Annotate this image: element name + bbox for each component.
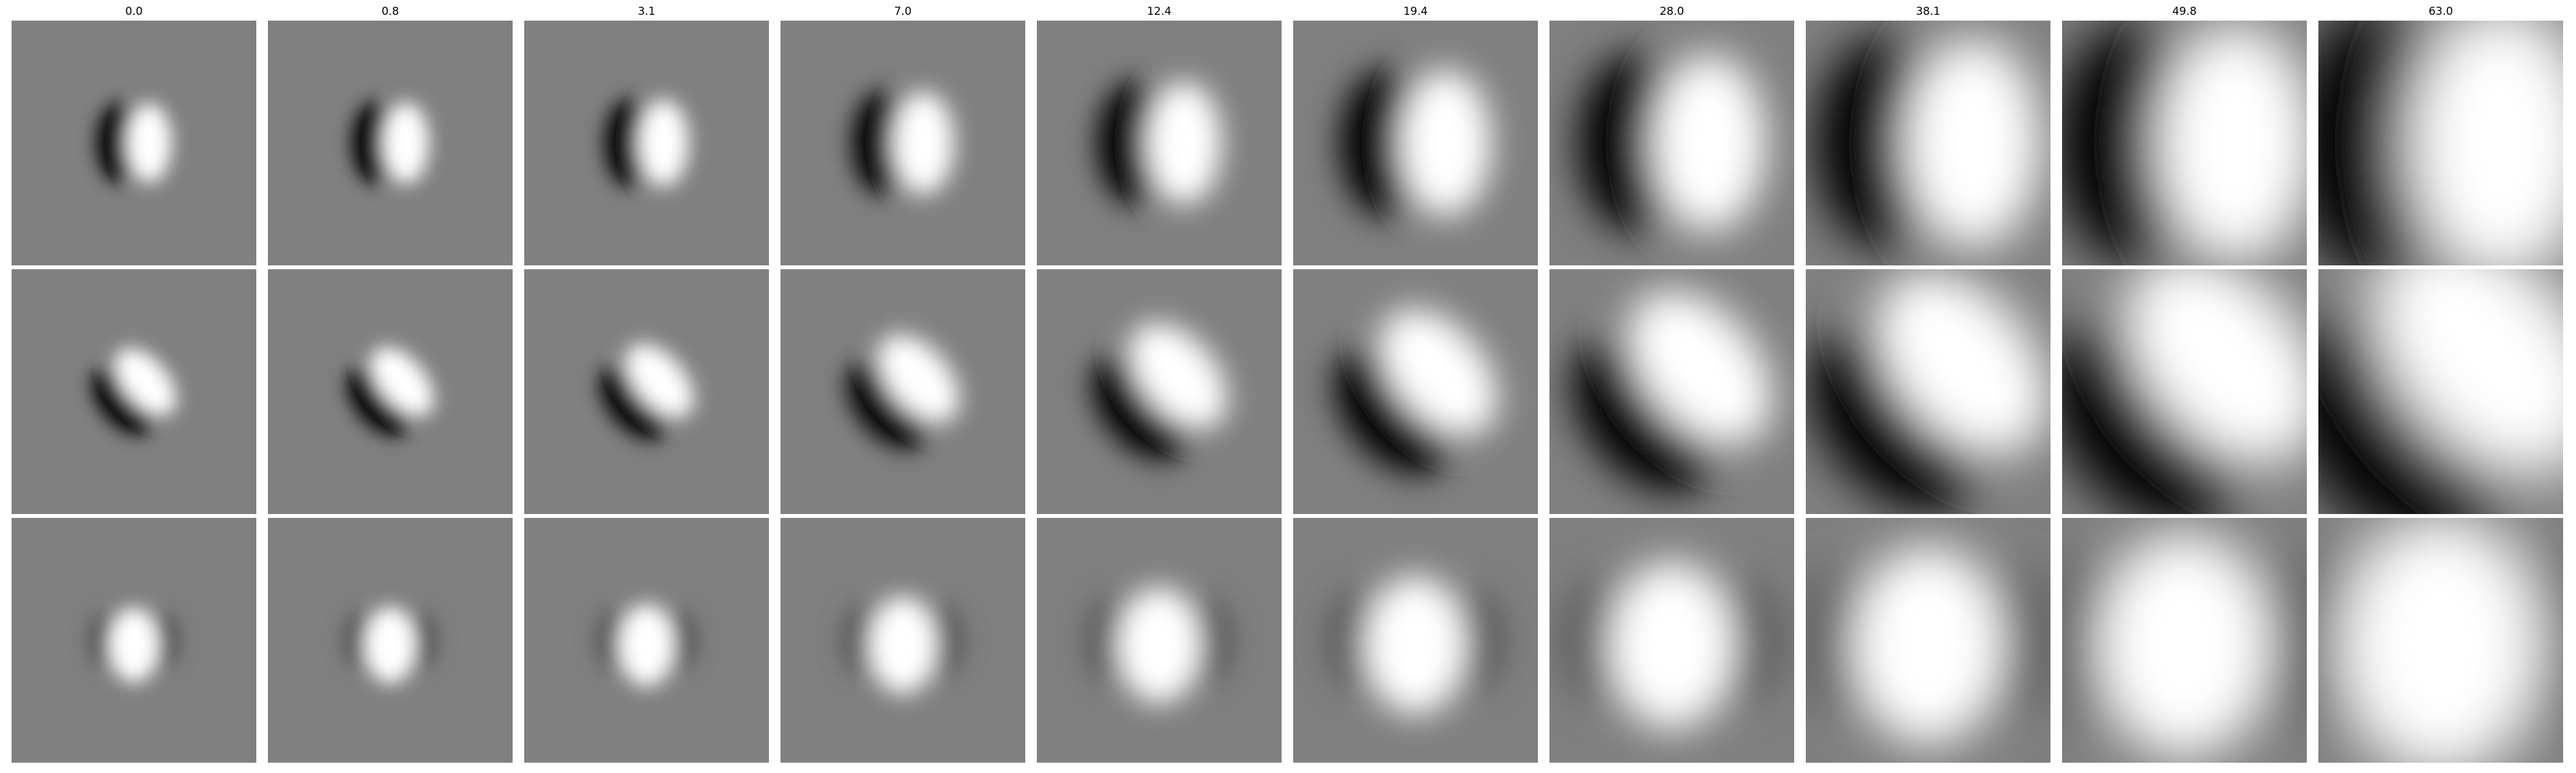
center-blob-filter-tile [1037, 518, 1282, 763]
diagonal-edge-filter-tile [12, 269, 256, 514]
center-blob-filter-tile [268, 518, 513, 763]
column-label: 19.4 [1403, 5, 1428, 18]
diagonal-edge-filter-tile [1293, 269, 1538, 514]
diagonal-edge-filter-tile [1037, 269, 1282, 514]
diagonal-edge-filter-tile [1806, 269, 2050, 514]
diagonal-edge-filter-tile [524, 269, 769, 514]
center-blob-filter-tile [2062, 518, 2307, 763]
column-label: 12.4 [1147, 5, 1171, 18]
vertical-edge-filter-tile [1037, 21, 1282, 265]
vertical-edge-filter-tile [2318, 21, 2563, 265]
column-label: 0.8 [381, 5, 399, 18]
center-blob-filter-tile [12, 518, 256, 763]
column-label: 0.0 [125, 5, 143, 18]
center-blob-filter-tile [524, 518, 769, 763]
vertical-edge-filter-tile [12, 21, 256, 265]
vertical-edge-filter-tile [1549, 21, 1794, 265]
vertical-edge-filter-tile [781, 21, 1025, 265]
diagonal-edge-filter-tile [1549, 269, 1794, 514]
center-blob-filter-tile [2318, 518, 2563, 763]
center-blob-filter-tile [781, 518, 1025, 763]
vertical-edge-filter-tile [1806, 21, 2050, 265]
center-blob-filter-tile [1549, 518, 1794, 763]
vertical-edge-filter-tile [2062, 21, 2307, 265]
diagonal-edge-filter-tile [2318, 269, 2563, 514]
column-label: 28.0 [1660, 5, 1684, 18]
vertical-edge-filter-tile [1293, 21, 1538, 265]
column-label: 63.0 [2429, 5, 2453, 18]
column-label: 49.8 [2172, 5, 2197, 18]
column-label: 7.0 [894, 5, 912, 18]
diagonal-edge-filter-tile [781, 269, 1025, 514]
vertical-edge-filter-tile [268, 21, 513, 265]
center-blob-filter-tile [1806, 518, 2050, 763]
diagonal-edge-filter-tile [2062, 269, 2307, 514]
center-blob-filter-tile [1293, 518, 1538, 763]
diagonal-edge-filter-tile [268, 269, 513, 514]
vertical-edge-filter-tile [524, 21, 769, 265]
column-label: 3.1 [638, 5, 656, 18]
column-label: 38.1 [1916, 5, 1940, 18]
